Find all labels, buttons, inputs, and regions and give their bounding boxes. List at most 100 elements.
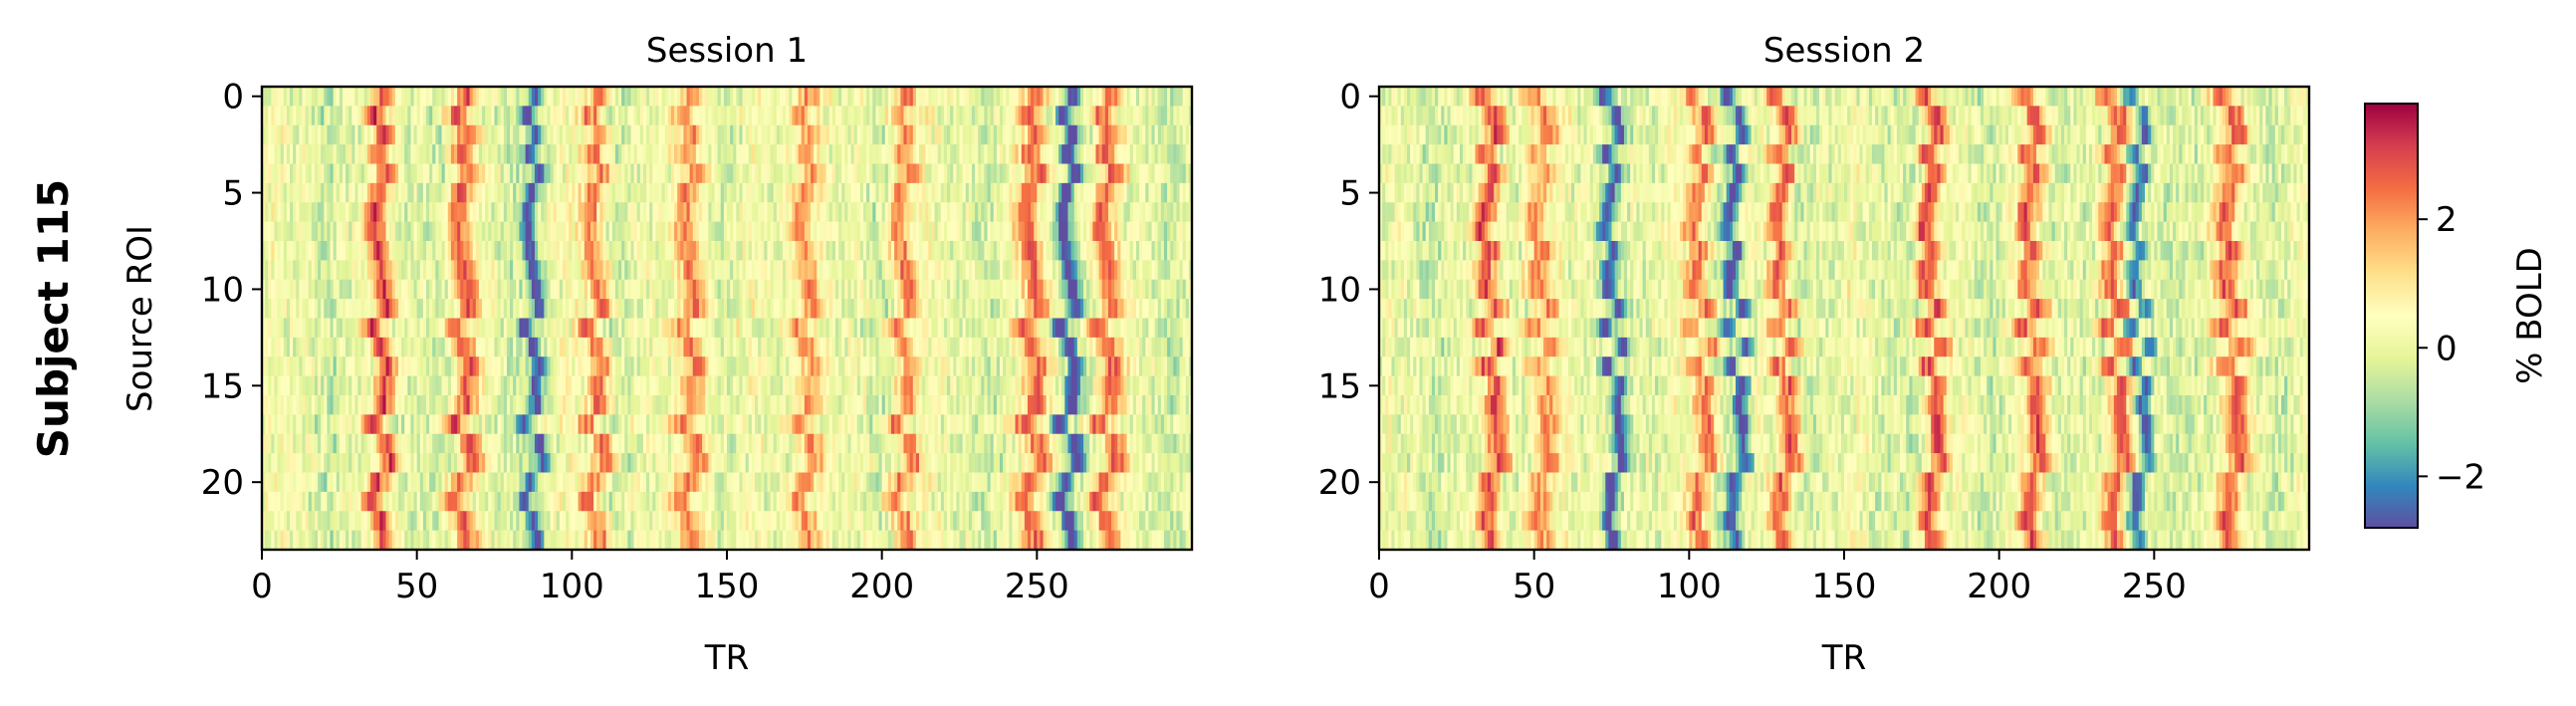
heatmap-cell <box>1117 87 1121 107</box>
heatmap-cell <box>1157 299 1162 320</box>
heatmap-cell <box>578 260 583 281</box>
heatmap-cell <box>1182 260 1187 281</box>
heatmap-cell <box>779 260 784 281</box>
heatmap-cell <box>1061 124 1065 145</box>
heatmap-cell <box>482 144 486 165</box>
heatmap-cell <box>1114 221 1118 242</box>
heatmap-cell <box>553 356 558 377</box>
heatmap-cell <box>572 106 577 126</box>
heatmap-cell <box>466 260 471 281</box>
heatmap-cell <box>1076 279 1081 300</box>
heatmap-cell <box>605 260 610 281</box>
heatmap-cell <box>1021 279 1026 300</box>
heatmap-cell <box>1043 241 1048 261</box>
heatmap-cell <box>528 356 533 377</box>
heatmap-cell <box>798 124 803 145</box>
heatmap-cell <box>357 299 362 320</box>
heatmap-cell <box>1021 356 1026 377</box>
heatmap-cell <box>578 182 583 203</box>
heatmap-cell <box>891 279 895 300</box>
heatmap-cell <box>1076 375 1081 396</box>
heatmap-cell <box>862 202 867 223</box>
heatmap-cell <box>407 163 412 184</box>
heatmap-cell <box>1055 202 1059 223</box>
heatmap-cell <box>1003 182 1007 203</box>
heatmap-cell <box>730 260 734 281</box>
heatmap-cell <box>931 279 936 300</box>
heatmap-cell <box>599 202 604 223</box>
heatmap-cell <box>472 124 477 145</box>
heatmap-cell <box>786 337 790 357</box>
heatmap-cell <box>314 279 319 300</box>
heatmap-cell <box>897 163 901 184</box>
heatmap-cell <box>680 337 685 357</box>
heatmap-cell <box>618 182 622 203</box>
heatmap-cell <box>357 163 362 184</box>
heatmap-cell <box>708 356 713 377</box>
heatmap-cell <box>1061 356 1065 377</box>
heatmap-cell <box>1154 221 1159 242</box>
heatmap-cell <box>767 106 772 126</box>
heatmap-cell <box>723 241 728 261</box>
heatmap-cell <box>751 260 756 281</box>
heatmap-cell <box>407 395 412 415</box>
heatmap-cell <box>494 202 499 223</box>
heatmap-cell <box>758 241 762 261</box>
heatmap-cell <box>695 144 700 165</box>
heatmap-cell <box>841 182 845 203</box>
heatmap-cell <box>1055 163 1059 184</box>
heatmap-cell <box>538 144 542 165</box>
heatmap-cell <box>683 144 688 165</box>
heatmap-cell <box>544 87 549 107</box>
heatmap-cell <box>586 87 591 107</box>
heatmap-cell <box>633 202 638 223</box>
heatmap-cell <box>469 124 474 145</box>
heatmap-cell <box>401 87 405 107</box>
heatmap-cell <box>416 202 421 223</box>
heatmap-cell <box>1046 260 1051 281</box>
heatmap-cell <box>692 299 697 320</box>
heatmap-cell <box>912 260 917 281</box>
heatmap-cell <box>438 163 443 184</box>
heatmap-cell <box>862 163 867 184</box>
heatmap-cell <box>761 337 765 357</box>
heatmap-cell <box>664 87 669 107</box>
heatmap-cell <box>686 260 691 281</box>
heatmap-cell <box>730 356 734 377</box>
heatmap-cell <box>909 375 914 396</box>
heatmap-cell <box>605 106 610 126</box>
heatmap-cell <box>847 260 852 281</box>
heatmap-cell <box>878 221 883 242</box>
heatmap-cell <box>670 87 675 107</box>
heatmap-cell <box>881 144 886 165</box>
heatmap-cell <box>1154 144 1159 165</box>
heatmap-cell <box>1142 221 1146 242</box>
heatmap-cell <box>605 395 610 415</box>
heatmap-cell <box>426 182 430 203</box>
heatmap-cell <box>544 337 549 357</box>
heatmap-cell <box>872 241 877 261</box>
heatmap-cell <box>1151 202 1156 223</box>
heatmap-cell <box>562 375 567 396</box>
heatmap-cell <box>636 279 641 300</box>
heatmap-cell <box>463 144 468 165</box>
heatmap-cell <box>959 318 964 339</box>
heatmap-cell <box>454 221 458 242</box>
heatmap-cell <box>475 395 480 415</box>
heatmap-cell <box>1067 279 1072 300</box>
heatmap-cell <box>1111 124 1115 145</box>
heatmap-cell <box>850 87 855 107</box>
heatmap-cell <box>1049 87 1054 107</box>
heatmap-cell <box>702 144 706 165</box>
heatmap-cell <box>727 375 731 396</box>
heatmap-cell <box>897 144 901 165</box>
heatmap-cell <box>1040 260 1045 281</box>
heatmap-cell <box>1024 163 1029 184</box>
heatmap-cell <box>834 182 839 203</box>
heatmap-cell <box>1012 106 1017 126</box>
heatmap-cell <box>692 221 697 242</box>
heatmap-cell <box>1070 182 1075 203</box>
heatmap-cell <box>475 221 480 242</box>
heatmap-cell <box>1129 337 1134 357</box>
heatmap-cell <box>1055 356 1059 377</box>
